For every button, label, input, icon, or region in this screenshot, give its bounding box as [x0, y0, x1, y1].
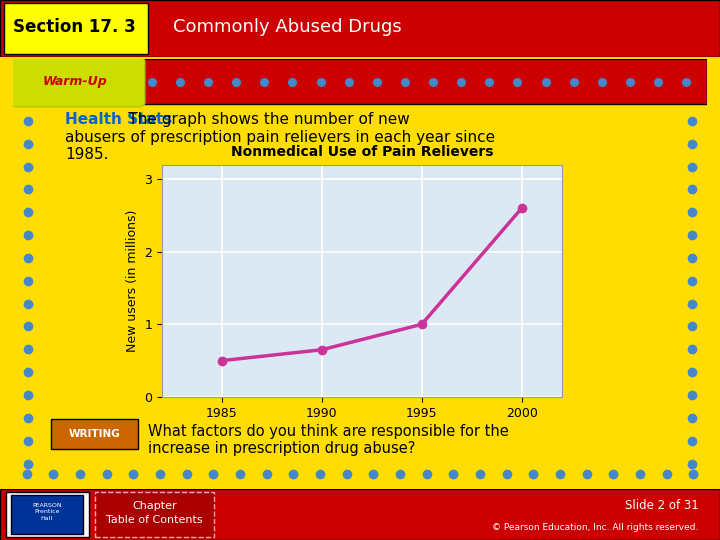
Text: What factors do you think are responsible for the
increase in prescription drug : What factors do you think are responsibl… [148, 424, 509, 456]
Y-axis label: New users (in millions): New users (in millions) [126, 210, 139, 352]
Text: Slide 2 of 31: Slide 2 of 31 [625, 498, 698, 511]
Text: Commonly Abused Drugs: Commonly Abused Drugs [173, 18, 402, 36]
Text: Warm-Up: Warm-Up [43, 75, 108, 88]
Title: Nonmedical Use of Pain Relievers: Nonmedical Use of Pain Relievers [230, 145, 493, 159]
FancyBboxPatch shape [95, 492, 214, 537]
Text: WRITING: WRITING [68, 429, 120, 438]
Text: PEARSON
Prentice
Hall: PEARSON Prentice Hall [32, 503, 62, 521]
Text: © Pearson Education, Inc. All rights reserved.: © Pearson Education, Inc. All rights res… [492, 523, 698, 532]
Text: The graph shows the number of new
abusers of prescription pain relievers in each: The graph shows the number of new abuser… [65, 112, 495, 162]
FancyBboxPatch shape [6, 492, 89, 537]
FancyBboxPatch shape [51, 420, 138, 449]
FancyBboxPatch shape [4, 3, 148, 54]
Text: Section 17. 3: Section 17. 3 [13, 18, 135, 36]
Text: Chapter
Table of Contents: Chapter Table of Contents [107, 501, 203, 525]
Text: Health Stats: Health Stats [65, 112, 172, 127]
FancyBboxPatch shape [0, 0, 720, 57]
FancyBboxPatch shape [9, 58, 145, 107]
FancyBboxPatch shape [13, 59, 707, 104]
FancyBboxPatch shape [0, 489, 720, 540]
FancyBboxPatch shape [11, 495, 83, 534]
